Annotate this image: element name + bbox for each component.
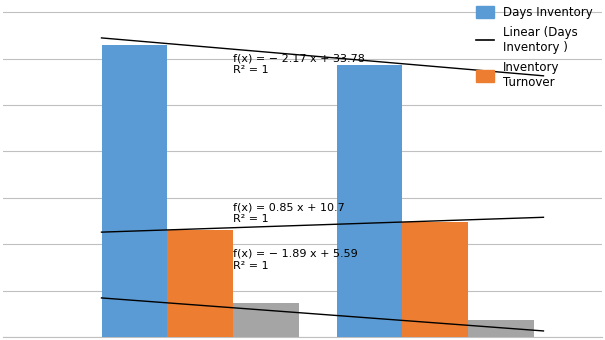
Bar [233, 303, 299, 337]
Text: f(x) = 0.85 x + 10.7
R² = 1: f(x) = 0.85 x + 10.7 R² = 1 [233, 203, 345, 224]
Legend: Days Inventory, Linear (Days
Inventory ), Inventory
Turnover: Days Inventory, Linear (Days Inventory )… [473, 2, 597, 92]
Text: f(x) = − 2.17 x + 33.78
R² = 1: f(x) = − 2.17 x + 33.78 R² = 1 [233, 54, 365, 75]
Bar [468, 320, 534, 337]
Text: f(x) = − 1.89 x + 5.59
R² = 1: f(x) = − 1.89 x + 5.59 R² = 1 [233, 249, 358, 271]
Bar [168, 230, 233, 337]
Bar [102, 45, 168, 337]
Bar [336, 65, 402, 337]
Bar [402, 222, 468, 337]
